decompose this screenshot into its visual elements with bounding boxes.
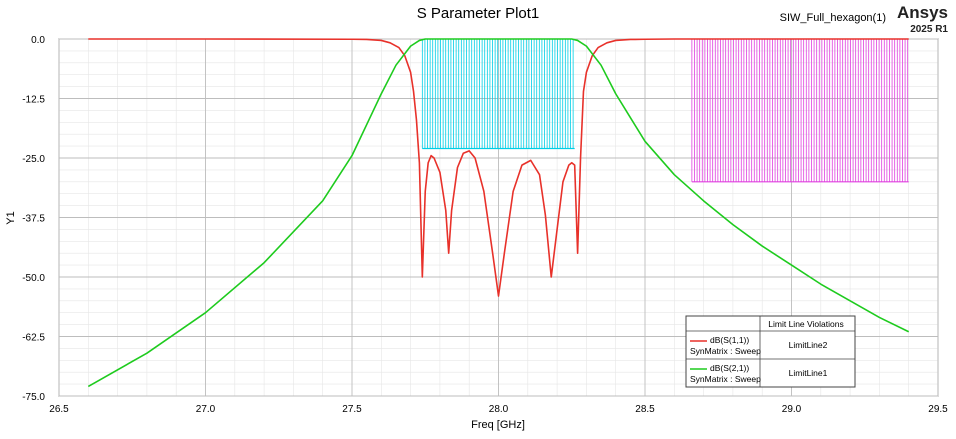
legend-violation-s21: LimitLine1 bbox=[789, 368, 828, 378]
chart-title: S Parameter Plot1 bbox=[417, 5, 540, 22]
legend-violation-s11: LimitLine2 bbox=[789, 340, 828, 350]
tick-labels: 26.5 27.0 27.5 28.0 28.5 29.0 29.5 0.0 -12.5 -25.… bbox=[22, 35, 948, 415]
legend-header: Limit Line Violations bbox=[768, 319, 843, 329]
y-axis-label: Y1 bbox=[5, 211, 17, 224]
x-axis-label: Freq [GHz] bbox=[471, 419, 525, 431]
y-tick-label: -75.0 bbox=[22, 392, 45, 403]
legend-box bbox=[685, 315, 856, 388]
legend-trace-s21: dB(S(2,1)) bbox=[710, 363, 749, 373]
project-name: SIW_Full_hexagon(1) bbox=[780, 12, 886, 24]
limit-lines bbox=[421, 39, 909, 183]
legend[interactable]: Limit Line Violations dB(S(1,1)) SynMatr… bbox=[685, 315, 856, 388]
brand-logo: Ansys bbox=[897, 3, 948, 22]
y-tick-label: -50.0 bbox=[22, 273, 45, 284]
legend-source-s11: SynMatrix : Sweep bbox=[690, 346, 761, 356]
x-tick-label: 27.0 bbox=[196, 404, 216, 415]
y-tick-label: 0.0 bbox=[31, 35, 45, 46]
x-tick-label: 29.5 bbox=[928, 404, 948, 415]
y-tick-label: -12.5 bbox=[22, 95, 45, 106]
y-tick-label: -25.0 bbox=[22, 154, 45, 165]
x-tick-label: 28.0 bbox=[489, 404, 509, 415]
x-tick-label: 26.5 bbox=[49, 404, 69, 415]
y-tick-label: -62.5 bbox=[22, 333, 45, 344]
x-tick-label: 29.0 bbox=[782, 404, 802, 415]
legend-trace-s11: dB(S(1,1)) bbox=[710, 335, 749, 345]
y-tick-label: -37.5 bbox=[22, 214, 45, 225]
x-tick-label: 27.5 bbox=[342, 404, 362, 415]
series-line-dbs11 bbox=[88, 38, 909, 297]
legend-source-s21: SynMatrix : Sweep bbox=[690, 374, 761, 384]
series-line-dbs21 bbox=[87, 38, 910, 388]
version-label: 2025 R1 bbox=[910, 24, 948, 35]
series-lines bbox=[87, 38, 910, 388]
x-tick-label: 28.5 bbox=[635, 404, 655, 415]
